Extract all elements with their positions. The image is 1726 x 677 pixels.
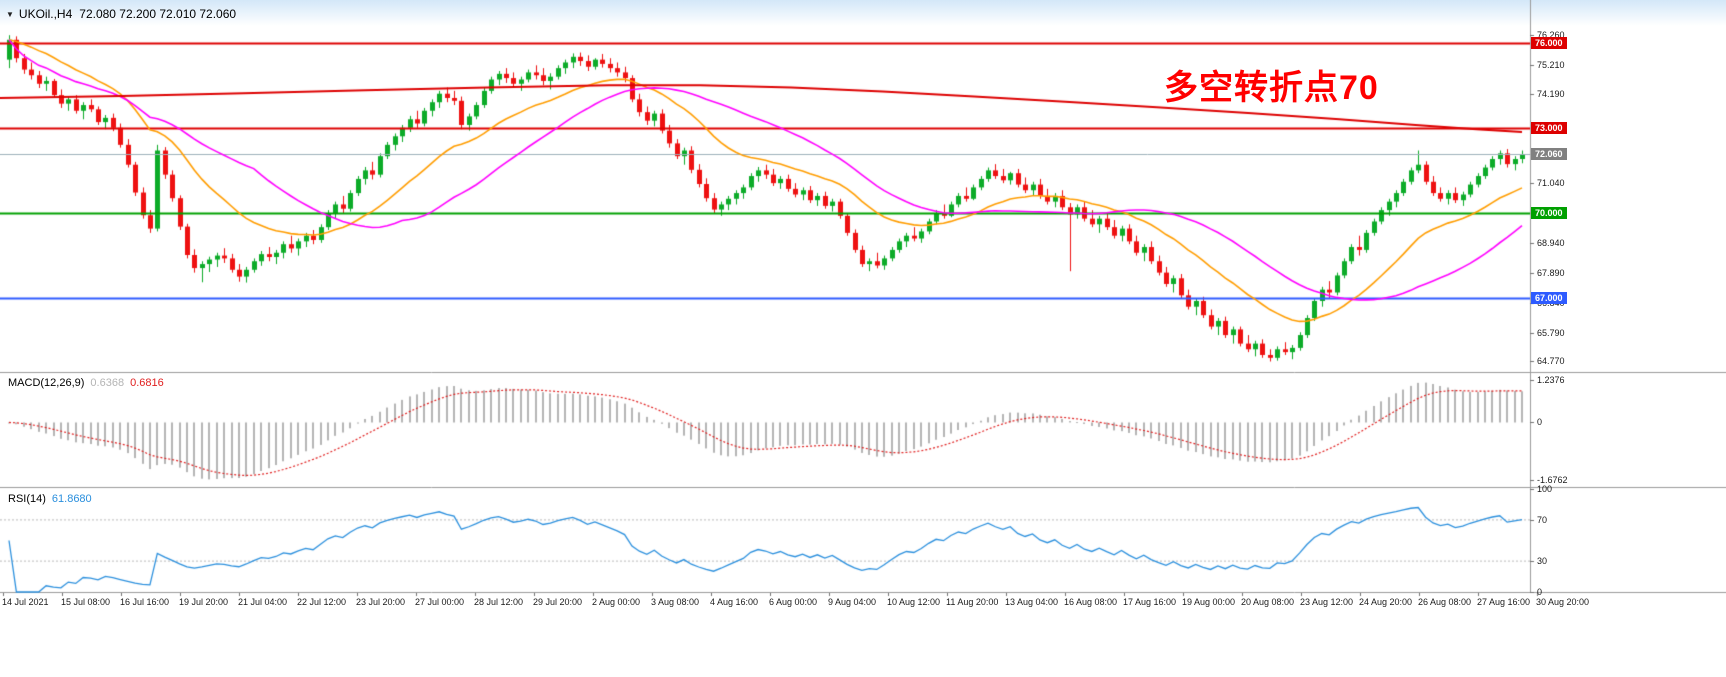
time-axis-label: 16 Aug 08:00 [1064,597,1118,607]
time-axis-label: 19 Aug 00:00 [1182,597,1236,607]
time-axis-label: 28 Jul 12:00 [474,597,524,607]
time-axis-label: 9 Aug 04:00 [828,597,877,607]
price-axis-tick: 67.890 [1537,267,1565,278]
time-axis-label: 17 Aug 16:00 [1123,597,1177,607]
price-level-badge: 70.000 [1531,206,1567,219]
time-axis-label: 4 Aug 16:00 [710,597,759,607]
rsi-axis-tick: 0 [1537,587,1543,597]
time-axis-label: 27 Jul 00:00 [415,597,465,607]
time-axis-label: 26 Aug 08:00 [1418,597,1472,607]
price-level-badge: 76.000 [1531,36,1567,49]
annotation-text: 多空转折点70 [1164,69,1379,107]
rsi-value: 61.8680 [51,493,92,505]
time-axis-label: 3 Aug 08:00 [651,597,700,607]
time-axis-label: 11 Aug 20:00 [946,597,999,607]
ohlc-values: 72.080 72.200 72.010 72.060 [79,7,237,21]
rsi-indicator-label: RSI(14) 61.8680 [8,493,92,505]
macd-indicator-label: MACD(12,26,9) 0.6368 0.6816 [8,377,164,389]
rsi-axis-tick: 30 [1537,556,1548,567]
macd-signal-value: 0.6816 [130,377,164,389]
dropdown-arrow-icon[interactable]: ▼ [6,10,14,20]
macd-axis-tick: -1.6762 [1537,475,1568,485]
time-axis-label: 21 Jul 04:00 [238,597,288,607]
rsi-axis-tick: 70 [1537,514,1548,525]
macd-name: MACD(12,26,9) [8,377,85,389]
time-axis-label: 2 Aug 00:00 [592,597,641,607]
price-axis-tick: 64.770 [1537,356,1565,367]
time-axis-label: 19 Jul 20:00 [179,597,229,607]
macd-axis-tick: 0 [1537,417,1543,428]
time-axis-label: 23 Jul 20:00 [356,597,406,607]
price-axis-tick: 71.040 [1537,178,1565,189]
time-axis-label: 10 Aug 12:00 [887,597,941,607]
time-axis-label: 16 Jul 16:00 [120,597,170,607]
time-axis-label: 24 Aug 20:00 [1359,597,1413,607]
price-axis-tick: 74.190 [1537,88,1565,99]
symbol-timeframe-label: UKOil.,H4 [18,7,73,21]
time-axis-label: 27 Aug 16:00 [1477,597,1531,607]
price-axis-tick: 65.790 [1537,327,1565,338]
macd-main-value: 0.6368 [90,377,125,389]
time-axis-label: 15 Jul 08:00 [61,597,111,607]
price-level-badge: 73.000 [1531,121,1567,134]
time-axis-label: 22 Jul 12:00 [297,597,347,607]
current-price-badge: 72.060 [1531,148,1567,161]
price-axis-tick: 68.940 [1537,238,1565,249]
time-axis-label: 29 Jul 20:00 [533,597,583,607]
price-axis-tick: 76.260 [1537,30,1565,41]
macd-axis-tick: 1.2376 [1537,375,1565,385]
chart-title: ▼ UKOil.,H4 72.080 72.200 72.010 72.060 [6,7,236,21]
time-axis-label: 13 Aug 04:00 [1005,597,1059,607]
price-level-badge: 67.000 [1531,292,1567,305]
time-axis-label: 23 Aug 12:00 [1300,597,1354,607]
time-axis-label: 14 Jul 2021 [2,597,49,607]
time-axis-label: 20 Aug 08:00 [1241,597,1295,607]
time-axis-label: 6 Aug 00:00 [769,597,818,607]
time-axis-label: 30 Aug 20:00 [1536,597,1590,607]
rsi-name: RSI(14) [8,493,46,505]
rsi-axis-tick: 100 [1537,484,1553,494]
price-axis-tick: 75.210 [1537,60,1565,71]
